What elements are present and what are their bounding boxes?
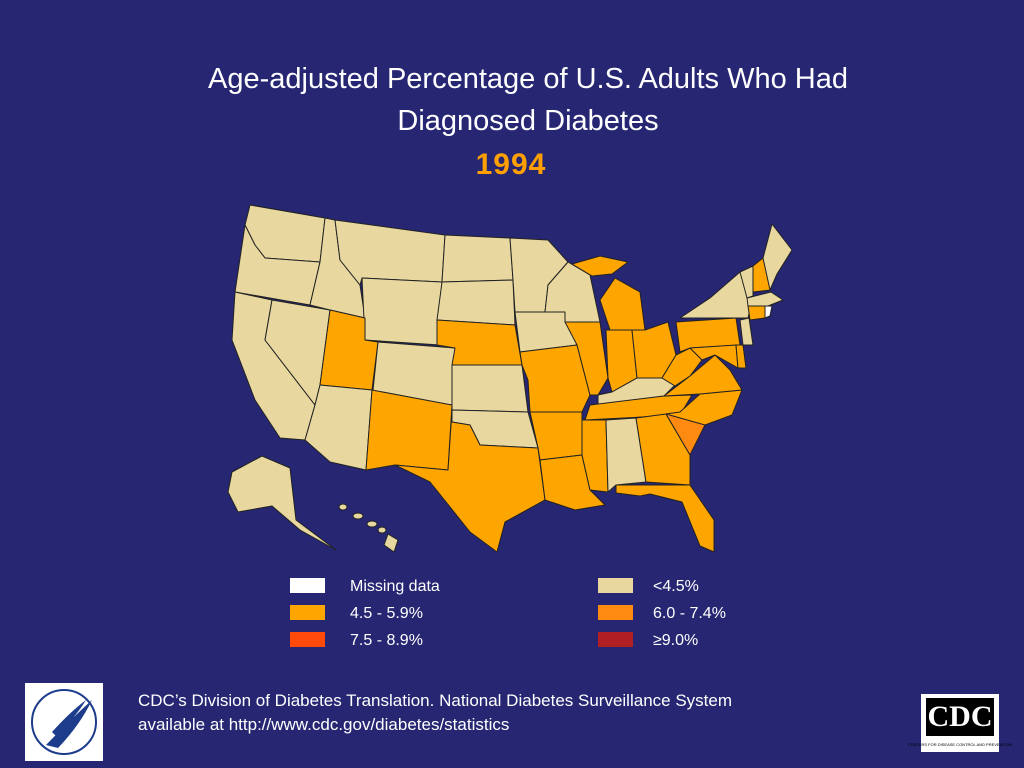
footer-line: available at http://www.cdc.gov/diabetes…	[138, 715, 509, 734]
legend-swatch	[290, 605, 325, 620]
island	[383, 533, 399, 553]
state	[394, 409, 546, 553]
title-line: Age-adjusted Percentage of U.S. Adults W…	[208, 63, 848, 95]
state	[764, 305, 773, 319]
footer-line: CDC’s Division of Diabetes Translation. …	[138, 691, 732, 710]
island	[338, 503, 348, 511]
logo-text: CDC	[928, 700, 993, 733]
state	[747, 305, 766, 321]
legend-label: 6.0 - 7.4%	[653, 605, 726, 622]
legend-swatch	[598, 632, 633, 647]
state	[605, 417, 647, 493]
state	[752, 257, 772, 293]
legend-label: 4.5 - 5.9%	[350, 605, 423, 622]
state	[436, 279, 516, 326]
state	[615, 484, 715, 553]
state	[227, 455, 337, 551]
state	[451, 364, 529, 413]
legend: Missing data 4.5 - 5.9% 7.5 - 8.9% <4.5% 6.0…	[290, 578, 726, 649]
state	[762, 223, 793, 291]
legend-label: Missing data	[350, 578, 440, 595]
legend-swatch	[598, 578, 633, 593]
state	[441, 234, 514, 283]
legend-label: <4.5%	[653, 578, 699, 595]
state	[599, 277, 646, 331]
title-line: Diagnosed Diabetes	[397, 105, 658, 137]
state	[581, 419, 609, 493]
legend-label: ≥9.0%	[653, 632, 698, 649]
state	[689, 344, 739, 369]
state	[361, 277, 443, 346]
state	[746, 291, 784, 307]
logo-ring	[31, 689, 97, 755]
year: 1994	[476, 148, 547, 181]
state	[735, 344, 747, 369]
state	[571, 255, 629, 277]
hawaii	[338, 503, 399, 553]
legend-swatch	[598, 605, 633, 620]
legend-label: 7.5 - 8.9%	[350, 632, 423, 649]
island	[352, 512, 364, 520]
legend-swatch	[290, 632, 325, 647]
logo-emblem	[46, 700, 92, 748]
logo-tagline: CENTERS FOR DISEASE CONTROL AND PREVENTI…	[908, 742, 1012, 747]
us-map	[227, 204, 793, 553]
legend-swatch	[290, 578, 325, 593]
logo-panel	[926, 698, 994, 736]
cdc-logo: CDC CENTERS FOR DISEASE CONTROL AND PREV…	[908, 694, 1012, 752]
hhs-logo	[25, 683, 103, 761]
island	[366, 520, 378, 528]
state	[635, 413, 691, 486]
island	[377, 526, 387, 534]
state	[739, 317, 754, 346]
